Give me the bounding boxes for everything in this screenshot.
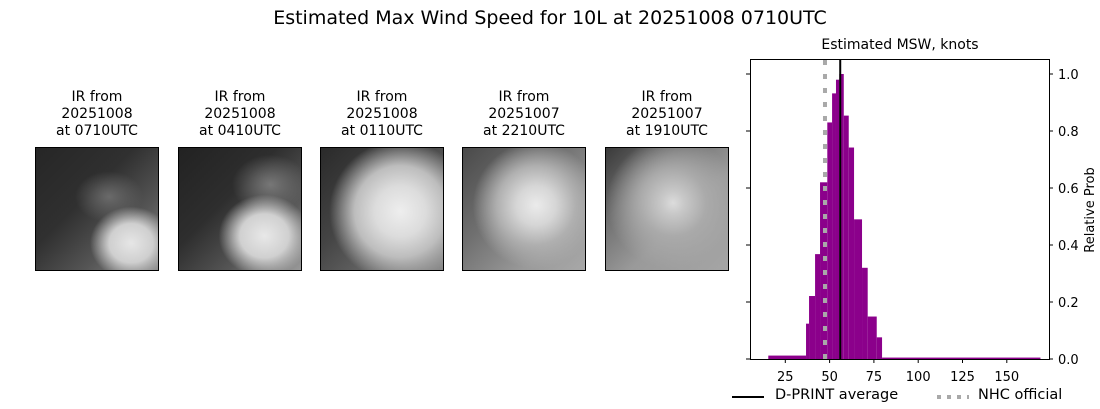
- thumbnail-title-line: IR from: [214, 89, 266, 105]
- thumbnail-title-line: 20251007: [631, 106, 703, 122]
- histogram-bar: [876, 337, 883, 359]
- x-axis-ticks: 25 50 75 100 125 150: [777, 359, 1019, 385]
- reference-lines: [822, 60, 842, 359]
- thumbnail-title-line: IR from: [641, 89, 693, 105]
- histogram-bar: [848, 147, 855, 359]
- thumbnail-title-line: at 0110UTC: [341, 123, 423, 139]
- thumbnail-title-line: 20251007: [488, 106, 560, 122]
- x-tick-label: 75: [866, 370, 883, 385]
- y-tick-label: 1.0: [1058, 68, 1079, 83]
- chart-title: Estimated MSW, knots: [821, 37, 979, 53]
- y-tick-label: 0.0: [1058, 353, 1079, 368]
- legend-label-nhc: NHC official: [978, 387, 1063, 403]
- thumbnail-title: IR from 20251008 at 0410UTC: [160, 89, 320, 140]
- ir-satellite-image: [462, 147, 586, 271]
- x-tick-label: 125: [950, 370, 975, 385]
- ir-satellite-image: [320, 147, 444, 271]
- thumbnail-title-line: at 2210UTC: [483, 123, 565, 139]
- thumbnail-title: IR from 20251008 at 0110UTC: [302, 89, 462, 140]
- thumbnail-title: IR from 20251007 at 1910UTC: [587, 89, 747, 140]
- figure-title: Estimated Max Wind Speed for 10L at 2025…: [273, 7, 827, 29]
- histogram-bar: [843, 115, 849, 359]
- y-tick-label: 0.2: [1058, 296, 1079, 311]
- thumbnail-title: IR from 20251007 at 2210UTC: [444, 89, 604, 140]
- histogram-bar: [839, 74, 844, 359]
- thumbnail-title-line: IR from: [498, 89, 550, 105]
- histogram-bar: [862, 267, 868, 359]
- legend-label-dprint: D-PRINT average: [775, 387, 899, 403]
- y-axis-label: Relative Prob: [1083, 167, 1098, 253]
- histogram-bar: [867, 316, 877, 359]
- ir-satellite-image: [605, 147, 729, 271]
- thumbnail-title-line: at 1910UTC: [626, 123, 708, 139]
- histogram-bar: [768, 355, 807, 359]
- histogram-bars: [768, 74, 1041, 359]
- histogram-bar: [854, 219, 863, 359]
- histogram-bar: [832, 93, 836, 359]
- thumbnail-title-line: 20251008: [346, 106, 418, 122]
- x-tick-label: 50: [821, 370, 838, 385]
- ir-satellite-image: [178, 147, 302, 271]
- histogram-bar: [806, 323, 810, 359]
- x-tick-label: 150: [994, 370, 1019, 385]
- plot-frame: [750, 59, 1050, 360]
- x-tick-label: 100: [906, 370, 931, 385]
- histogram-bar: [835, 79, 840, 359]
- histogram-bar: [815, 254, 821, 359]
- thumbnail-title-line: 20251008: [204, 106, 276, 122]
- thumbnail-title-line: at 0710UTC: [56, 123, 138, 139]
- y-tick-label: 0.6: [1058, 182, 1079, 197]
- ir-satellite-image: [35, 147, 159, 271]
- thumbnail-title-line: IR from: [356, 89, 408, 105]
- y-tick-label: 0.8: [1058, 125, 1079, 140]
- y-tick-label: 0.4: [1058, 239, 1079, 254]
- thumbnail-title-line: at 0410UTC: [199, 123, 281, 139]
- x-tick-label: 25: [777, 370, 794, 385]
- thumbnail-title: IR from 20251008 at 0710UTC: [17, 89, 177, 140]
- histogram-bar: [827, 122, 833, 359]
- histogram-bar: [809, 296, 816, 359]
- thumbnail-title-line: 20251008: [61, 106, 133, 122]
- thumbnail-title-line: IR from: [71, 89, 123, 105]
- y-axis-ticks: 0.0 0.2 0.4 0.6 0.8 1.0: [746, 68, 1079, 368]
- histogram-bar: [882, 357, 1041, 359]
